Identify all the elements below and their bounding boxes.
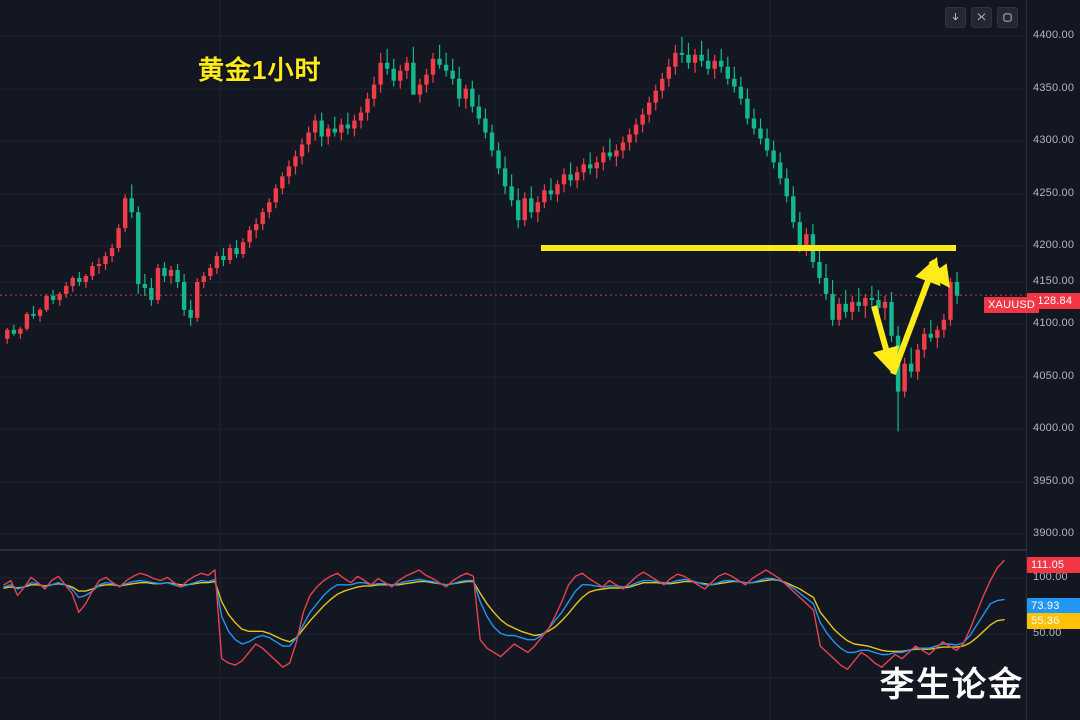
kdj-indicator-pane[interactable] xyxy=(0,551,1026,720)
price-axis-tick: 4400.00 xyxy=(1033,29,1075,41)
price-axis-tick: 4000.00 xyxy=(1033,422,1075,434)
current-price-badge[interactable]: 4128.84 xyxy=(1027,293,1080,309)
symbol-price-tag: XAUUSD xyxy=(984,295,1040,313)
collapse-icon[interactable] xyxy=(971,7,992,28)
price-axis-tick: 4050.00 xyxy=(1033,370,1075,382)
download-icon[interactable] xyxy=(945,7,966,28)
price-chart-canvas xyxy=(0,0,1026,548)
indicator-value-badge-d[interactable]: 73.93 xyxy=(1027,598,1080,614)
price-axis-tick: 4350.00 xyxy=(1033,82,1075,94)
price-axis-tick: 4100.00 xyxy=(1033,317,1075,329)
author-watermark: 李生论金 xyxy=(880,666,1024,704)
kdj-indicator-canvas xyxy=(0,551,1026,720)
pane-divider xyxy=(0,549,1080,551)
chart-title-annotation: 黄金1小时 xyxy=(198,55,322,85)
symbol-tag-label: XAUUSD xyxy=(984,297,1040,313)
indicator-axis-tick: 50.00 xyxy=(1033,627,1062,639)
price-axis-tick: 4250.00 xyxy=(1033,187,1075,199)
price-axis-tick: 4300.00 xyxy=(1033,134,1075,146)
fullscreen-icon[interactable] xyxy=(997,7,1018,28)
chart-toolbar xyxy=(945,7,1018,28)
price-axis-tick: 3950.00 xyxy=(1033,475,1075,487)
price-chart-pane[interactable] xyxy=(0,0,1026,548)
indicator-value-badge-k[interactable]: 111.05 xyxy=(1027,557,1080,573)
price-axis-tick: 4200.00 xyxy=(1033,239,1075,251)
indicator-axis-tick: 100.00 xyxy=(1033,571,1068,583)
indicator-value-badge-j[interactable]: 55.36 xyxy=(1027,613,1080,629)
price-axis[interactable]: 4400.00 4350.00 4300.00 4250.00 4200.00 4150.… xyxy=(1026,0,1080,720)
price-axis-tick: 3900.00 xyxy=(1033,527,1075,539)
price-axis-tick: 4150.00 xyxy=(1033,275,1075,287)
